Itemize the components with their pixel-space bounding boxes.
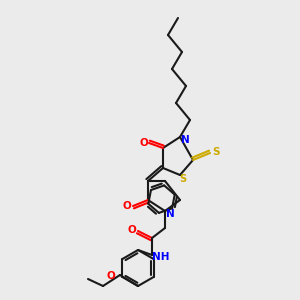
Text: NH: NH (152, 252, 170, 262)
Text: S: S (179, 174, 187, 184)
Text: O: O (106, 271, 116, 281)
Text: O: O (123, 201, 131, 211)
Text: N: N (166, 209, 174, 219)
Text: S: S (212, 147, 220, 157)
Text: N: N (181, 135, 189, 145)
Text: O: O (140, 138, 148, 148)
Text: O: O (128, 225, 136, 235)
